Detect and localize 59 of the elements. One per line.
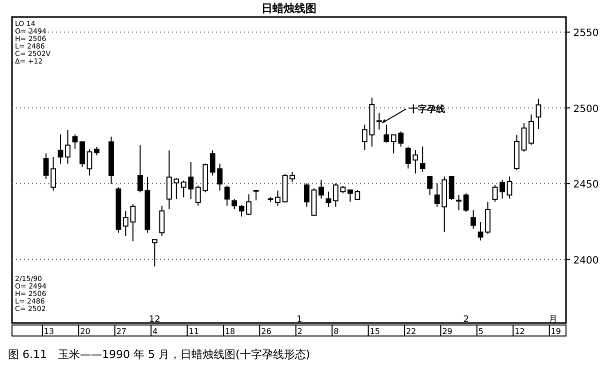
candlestick	[448, 176, 454, 201]
candlestick	[528, 114, 534, 146]
x-tick-label: 26	[261, 327, 272, 336]
chart-title: 日蜡烛线图	[262, 2, 316, 15]
candlestick	[492, 184, 498, 202]
x-tick-label: 20	[80, 327, 90, 336]
x-tick-label: 8	[334, 327, 339, 336]
candlestick	[470, 210, 476, 230]
x-tick-label: 29	[442, 327, 452, 336]
candlestick	[456, 194, 462, 211]
candlestick	[304, 182, 310, 208]
annotation: 1	[296, 315, 302, 325]
annotation: 12	[148, 315, 160, 325]
y-tick-label: 2500	[573, 104, 599, 115]
candlestick	[318, 179, 324, 199]
candlestick	[500, 179, 505, 199]
x-tick-label: 15	[370, 327, 380, 336]
annotation: 2	[463, 315, 469, 325]
candlestick	[478, 221, 484, 241]
candlestick	[290, 172, 295, 183]
x-tick-label: 4	[152, 327, 158, 336]
candlestick	[224, 185, 230, 206]
candlestick	[152, 239, 158, 267]
candlestick	[333, 182, 338, 208]
candlestick	[376, 112, 382, 130]
caption: 图 6.11 玉米——1990 年 5 月，日蜡烛线图(十字孕线形态)	[8, 348, 310, 361]
x-tick-label: 2	[297, 327, 302, 336]
candlestick	[506, 176, 512, 199]
candlestick	[253, 189, 259, 201]
candlestick	[65, 130, 70, 164]
candlestick	[50, 156, 56, 192]
candlestick	[420, 146, 426, 172]
candlestick	[521, 122, 527, 152]
candlestick	[427, 176, 433, 196]
candlestick	[80, 140, 85, 168]
candlestick	[86, 148, 92, 176]
candlestick	[72, 134, 78, 150]
y-tick-label: 2400	[573, 255, 599, 266]
candlestick	[232, 198, 238, 210]
candlestick	[326, 191, 332, 208]
candlestick	[159, 205, 165, 237]
annotation: 十字孕线	[408, 104, 446, 115]
candlestick	[536, 98, 542, 130]
candlestick	[58, 134, 64, 164]
x-tick-label: 11	[188, 327, 199, 336]
candlestick	[275, 190, 280, 206]
x-tick-label: 13	[44, 327, 54, 336]
x-tick-label: 12	[514, 327, 525, 336]
y-tick-label: 2550	[573, 28, 599, 40]
x-tick-label: 22	[406, 327, 416, 336]
candlestick	[463, 192, 469, 212]
candlestick	[43, 152, 49, 180]
x-tick-label: 19	[550, 327, 562, 336]
y-tick-label: 2450	[573, 180, 599, 191]
x-tick-label: 18	[224, 327, 236, 336]
x-tick-label: 27	[116, 327, 127, 336]
candlestick	[384, 124, 390, 144]
candlestick	[485, 201, 490, 234]
x-tick-label: 5	[478, 327, 484, 336]
